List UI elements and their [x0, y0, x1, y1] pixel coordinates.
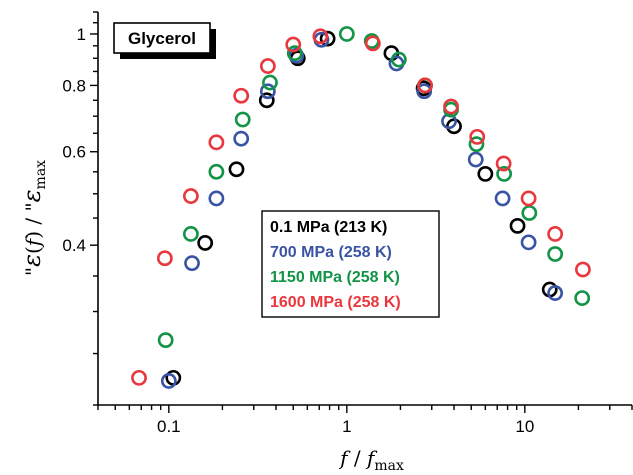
data-point-s3-1 [156, 250, 173, 267]
y-tick-label-3: 1 [77, 25, 86, 44]
data-point-s3-12 [495, 155, 512, 172]
y-label-dblprime: " [21, 267, 45, 276]
x-axis-label: f / fmax [338, 446, 404, 474]
data-point-s3-8 [364, 35, 381, 52]
legend-entry-1: 700 MPa (258 K) [270, 244, 392, 261]
data-point-s0-2 [228, 161, 245, 178]
data-point-s1-12 [520, 234, 537, 251]
data-point-s1-11 [494, 190, 511, 207]
data-point-s3-2 [182, 188, 199, 204]
data-point-s2-5 [286, 45, 303, 62]
x-label-sep: / [348, 446, 367, 470]
data-point-s2-6 [338, 26, 355, 42]
data-point-s1-3 [233, 130, 250, 147]
y-label-sep: / [21, 212, 45, 231]
y-label-eps: ε [18, 254, 46, 267]
data-point-s1-4 [259, 83, 276, 100]
data-point-s2-3 [234, 111, 251, 128]
x-tick-label-2: 10 [515, 417, 534, 436]
data-point-s0-5 [319, 30, 336, 47]
data-point-s0-10 [509, 217, 526, 234]
legend-frame [261, 210, 440, 318]
data-point-s1-2 [208, 190, 225, 207]
data-point-s1-13 [547, 285, 564, 301]
data-point-s3-14 [547, 226, 564, 242]
data-point-s2-15 [574, 290, 591, 306]
data-point-s1-10 [467, 151, 484, 168]
legend-entry-2: 1150 MPa (258 K) [270, 269, 400, 286]
data-point-s2-2 [208, 163, 225, 180]
sample-label: Glycerol [128, 29, 196, 48]
y-label-sub: max [33, 160, 49, 190]
y-tick-label-0: 0.4 [62, 236, 86, 255]
legend-entry-3: 1600 MPa (258 K) [270, 294, 401, 311]
data-point-s3-10 [443, 98, 459, 115]
legend-entry-0: 0.1 MPa (213 K) [270, 219, 387, 236]
data-point-s3-11 [469, 128, 486, 145]
data-point-s2-4 [262, 74, 278, 91]
y-label-paren-open: ( [21, 246, 45, 254]
data-point-s0-3 [258, 92, 275, 109]
data-point-s0-1 [197, 235, 214, 251]
data-point-s3-4 [233, 87, 250, 104]
sample-label-box: Glycerol [113, 22, 216, 59]
data-point-s3-6 [285, 36, 302, 53]
legend: 0.1 MPa (213 K) 700 MPa (258 K) 1150 MPa… [261, 210, 440, 318]
data-point-s1-0 [160, 373, 177, 389]
data-point-s3-7 [312, 28, 329, 45]
data-point-s2-12 [496, 165, 513, 182]
data-point-s3-9 [417, 77, 433, 94]
sample-label-frame [113, 22, 211, 54]
data-point-s2-11 [468, 136, 485, 153]
x-label-sub: max [374, 458, 404, 474]
data-point-s3-15 [575, 261, 591, 278]
plot-axes: 0.1 1 10 0.4 0.6 0.8 1 [62, 11, 633, 436]
x-tick-label-1: 1 [342, 417, 351, 436]
data-point-s0-9 [477, 165, 494, 182]
x-tick-label-0: 0.1 [157, 417, 181, 436]
data-point-s1-8 [416, 83, 433, 100]
data-point-s2-14 [547, 246, 564, 262]
y-label-eps-2: ε [18, 189, 46, 202]
data-point-s2-8 [390, 51, 407, 68]
data-point-s3-13 [520, 190, 537, 207]
data-point-s3-0 [131, 369, 147, 386]
y-tick-label-2: 0.8 [62, 76, 86, 95]
data-point-s2-13 [521, 205, 538, 221]
data-point-s2-1 [182, 226, 199, 242]
y-tick-label-1: 0.6 [62, 143, 86, 162]
y-label-paren-close: ) [21, 231, 45, 239]
data-point-s1-1 [184, 255, 200, 272]
data-point-s3-5 [259, 58, 276, 74]
y-label-dblprime-2: " [21, 202, 45, 211]
data-point-s3-3 [208, 134, 225, 151]
data-points [131, 26, 591, 389]
data-point-s2-0 [157, 332, 174, 349]
y-axis-label: "ε(f) / "εmax [18, 160, 49, 276]
data-point-s1-9 [441, 113, 457, 130]
